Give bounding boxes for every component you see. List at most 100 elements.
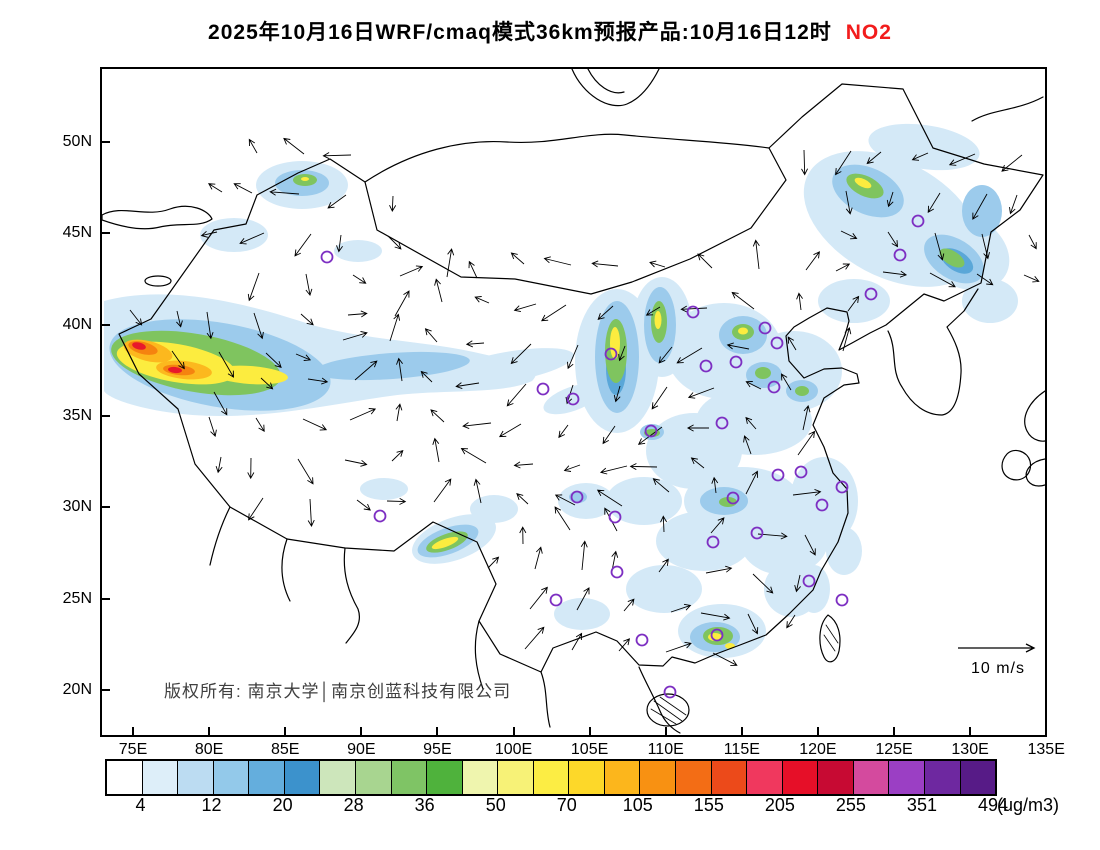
lon-axis-label: 90E [347,741,376,758]
colorbar-tick-label: 155 [693,795,724,815]
russia-coast [971,96,1044,122]
colorbar-cell [782,761,819,794]
lon-axis-tick [664,727,667,735]
colorbar-cell [533,761,570,794]
colorbar-tick-label: 70 [556,795,577,815]
colorbar-tick-label: 20 [272,795,293,815]
city-marker [549,593,563,607]
colorbar-tick-label: 50 [485,795,506,815]
colorbar-cell [676,761,712,794]
colorbar-cell [924,761,961,794]
lake-issyk-kul [144,275,172,287]
city-marker [835,593,849,607]
colorbar-cell [320,761,356,794]
city-marker [726,491,740,505]
copyright-text: 版权所有: 南京大学│南京创蓝科技有限公司 [164,682,512,701]
lon-axis-label: 105E [570,741,609,758]
colorbar-cell [960,761,996,794]
lon-axis-label: 95E [423,741,452,758]
colorbar-cell [853,761,890,794]
city-marker [710,628,724,642]
lat-axis-tick [102,141,110,143]
coastlines-and-borders [102,69,1045,734]
colorbar-cell [249,761,285,794]
colorbar-cell [142,761,179,794]
colorbar-cell [889,761,925,794]
colorbar-tick-label: 494 [977,795,1009,815]
lon-axis-label: 125E [875,741,913,758]
colorbar-cell [604,761,641,794]
mongolia-border [364,133,770,183]
japan-coast [1001,390,1045,487]
city-marker [794,465,808,479]
lon-axis-tick [1045,727,1048,735]
colorbar-cell [569,761,605,794]
wind-scale-label: 10 m/s [970,660,1025,677]
lat-axis-label: 40N [62,315,92,333]
city-marker [750,526,764,540]
city-markers [320,214,925,699]
lon-axis-tick [360,727,363,735]
colorbar-tick-label: 255 [835,795,866,815]
city-marker [686,305,700,319]
colorbar-tick-label: 12 [201,795,222,815]
lon-axis-tick [208,727,211,735]
lat-axis-label: 45N [62,224,92,242]
colorbar-cell [747,761,783,794]
colorbar [105,759,997,796]
colorbar-unit: (ug/m3) [997,795,1060,815]
hainan-island [646,693,690,727]
lon-axis-label: 75E [118,741,148,758]
lon-axis-label: 120E [799,741,837,758]
lon-axis-tick [893,727,895,735]
title-text: 2025年10月16日WRF/cmaq模式36km预报产品:10月16日12时 [208,21,832,44]
lat-axis-label: 50N [62,133,92,150]
colorbar-cell [355,761,392,794]
colorbar-tick-label: 351 [906,795,937,815]
colorbar-tick-label: 28 [343,795,364,815]
lat-axis-label: 30N [62,498,92,516]
city-marker [771,468,785,482]
city-marker [706,535,720,549]
colorbar-tick-label: 4 [135,795,146,815]
city-marker [699,359,713,373]
lat-axis-label: 35N [62,406,92,424]
species-label: NO2 [845,21,892,44]
lon-axis-tick [512,727,515,735]
city-marker [566,392,580,406]
city-marker [770,336,784,350]
page-title: 2025年10月16日WRF/cmaq模式36km预报产品:10月16日12时 N… [0,16,1100,46]
south-asia-lines [209,506,360,644]
taiwan-island [819,614,841,663]
city-marker [802,574,816,588]
lon-axis-label: 80E [194,741,224,758]
lon-axis-label: 115E [723,741,760,758]
lon-axis-label: 130E [951,741,989,758]
lat-axis-tick [102,688,110,691]
colorbar-cell [640,761,676,794]
lake-balkhash [102,205,213,230]
city-marker [644,424,658,438]
lat-axis-label: 20N [62,680,92,698]
wind-scale-legend: 10 m/s [952,641,1044,678]
lat-axis-label: 25N [62,589,92,607]
city-marker [835,480,849,494]
lon-axis-label: 110E [647,741,684,758]
colorbar-cell [391,761,428,794]
city-marker [373,509,387,523]
colorbar-cell [213,761,250,794]
city-marker [758,321,772,335]
lon-axis-label: 85E [270,741,300,758]
colorbar-cell [498,761,534,794]
china-border [118,83,1044,673]
city-marker [608,510,622,524]
lon-axis-tick [436,727,439,735]
city-marker [729,355,743,369]
city-marker [815,498,829,512]
colorbar-cell [178,761,214,794]
lon-axis-tick [816,727,819,735]
city-marker [604,347,618,361]
colorbar-cell [818,761,854,794]
colorbar-cell [462,761,499,794]
colorbar-cell [284,761,321,794]
